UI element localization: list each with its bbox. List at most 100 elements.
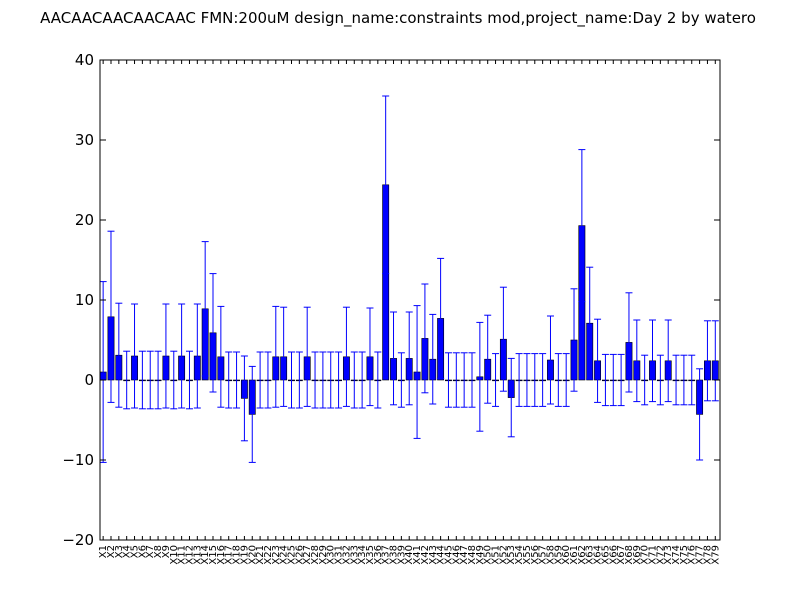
x-tick-label-x75: X75 <box>679 545 690 565</box>
errorbar-x50 <box>484 314 492 404</box>
chart-marks <box>99 95 719 463</box>
errorbar-x34 <box>358 351 366 409</box>
errorbar-x10 <box>170 350 178 410</box>
errorbar-x13 <box>193 303 201 409</box>
errorbar-x46 <box>452 352 460 408</box>
errorbar-x60 <box>562 353 570 407</box>
chart-axes: X1X2X3X4X5X6X7X8X9X10X11X12X13X14X15X16X… <box>62 51 721 565</box>
errorbar-x23 <box>272 305 280 408</box>
errorbar-x61 <box>570 288 578 392</box>
x-tick-label-x63: X63 <box>585 545 596 565</box>
x-tick-label-x57: X57 <box>538 545 549 565</box>
errorbar-x51 <box>492 353 500 407</box>
errorbar-x70 <box>641 354 649 406</box>
x-tick-label-x59: X59 <box>553 545 564 565</box>
errorbar-x30 <box>327 351 335 409</box>
x-tick-label-x12: X12 <box>184 545 195 565</box>
errorbar-x32 <box>342 306 350 407</box>
errorbar-x7 <box>146 350 154 410</box>
errorbar-x12 <box>185 350 193 410</box>
errorbar-x76 <box>688 354 696 406</box>
x-tick-label-x13: X13 <box>192 545 203 565</box>
x-tick-label-x6: X6 <box>137 545 148 558</box>
errorbar-x78 <box>703 320 711 402</box>
errorbar-x35 <box>366 307 374 407</box>
x-tick-label-x52: X52 <box>498 545 509 565</box>
x-tick-label-x50: X50 <box>483 545 494 565</box>
errorbar-x65 <box>601 353 609 407</box>
errorbar-x62 <box>578 149 586 303</box>
x-tick-label-x32: X32 <box>341 545 352 565</box>
x-tick-label-x41: X41 <box>412 545 423 565</box>
errorbar-x20 <box>248 365 256 463</box>
errorbar-x11 <box>178 303 186 409</box>
errorbar-x58 <box>546 315 554 405</box>
errorbar-x43 <box>429 313 437 405</box>
x-tick-label-x43: X43 <box>428 545 439 565</box>
errorbar-x52 <box>499 286 507 392</box>
x-tick-label-x33: X33 <box>349 545 360 565</box>
x-tick-label-x51: X51 <box>491 545 502 565</box>
x-tick-label-x47: X47 <box>459 545 470 565</box>
x-tick-label-x69: X69 <box>632 545 643 565</box>
x-tick-label-x8: X8 <box>153 545 164 558</box>
errorbar-x4 <box>123 350 131 410</box>
x-tick-label-x17: X17 <box>224 545 235 565</box>
x-tick-label-x34: X34 <box>357 545 368 565</box>
errorbar-x69 <box>633 319 641 403</box>
x-tick-label-x27: X27 <box>302 545 313 565</box>
errorbar-x24 <box>280 306 288 407</box>
errorbar-x37 <box>382 95 390 275</box>
errorbar-x45 <box>444 352 452 408</box>
y-tick-label: −20 <box>62 531 94 549</box>
errorbar-x17 <box>225 351 233 409</box>
errorbar-x75 <box>680 354 688 406</box>
x-tick-label-x60: X60 <box>561 545 572 565</box>
x-tick-label-x53: X53 <box>506 545 517 565</box>
x-tick-label-x48: X48 <box>467 545 478 565</box>
errorbar-x73 <box>664 319 672 403</box>
errorbar-x31 <box>335 351 343 409</box>
errorbar-x71 <box>649 319 657 403</box>
errorbar-x36 <box>374 351 382 409</box>
x-tick-label-x37: X37 <box>381 545 392 565</box>
errorbar-x72 <box>656 354 664 406</box>
x-tick-label-x19: X19 <box>239 545 250 565</box>
y-tick-label: −10 <box>62 451 94 469</box>
x-tick-label-x72: X72 <box>655 545 666 565</box>
errorbar-x27 <box>303 306 311 407</box>
errorbar-x47 <box>460 352 468 408</box>
errorbar-x39 <box>397 352 405 408</box>
errorbar-x2 <box>107 230 115 403</box>
x-tick-label-x76: X76 <box>687 545 698 565</box>
x-tick-label-x56: X56 <box>530 545 541 565</box>
x-tick-label-x9: X9 <box>161 545 172 558</box>
x-tick-label-x31: X31 <box>334 545 345 565</box>
errorbar-x26 <box>295 351 303 409</box>
x-tick-label-x46: X46 <box>451 545 462 565</box>
x-tick-label-x15: X15 <box>208 545 219 565</box>
errorbar-x1 <box>99 281 107 463</box>
errorbar-x25 <box>287 351 295 409</box>
y-tick-label: 0 <box>84 371 94 389</box>
errorbar-x9 <box>162 303 170 409</box>
x-tick-label-x10: X10 <box>169 545 180 565</box>
x-tick-label-x66: X66 <box>608 545 619 565</box>
errorbar-x66 <box>609 353 617 407</box>
x-tick-label-x2: X2 <box>106 545 117 558</box>
errorbar-x22 <box>264 351 272 409</box>
errorbar-x15 <box>209 273 217 393</box>
x-tick-label-x55: X55 <box>522 545 533 565</box>
errorbar-x21 <box>256 351 264 409</box>
errorbar-x59 <box>554 353 562 407</box>
x-tick-label-x25: X25 <box>286 545 297 565</box>
x-tick-label-x4: X4 <box>122 545 133 558</box>
errorbar-x41 <box>413 305 421 439</box>
errorbar-x3 <box>115 302 123 408</box>
x-tick-label-x35: X35 <box>365 545 376 565</box>
y-tick-label: 20 <box>75 211 94 229</box>
x-tick-label-x7: X7 <box>145 545 156 558</box>
x-tick-label-x3: X3 <box>114 545 125 558</box>
errorbar-x6 <box>138 350 146 410</box>
